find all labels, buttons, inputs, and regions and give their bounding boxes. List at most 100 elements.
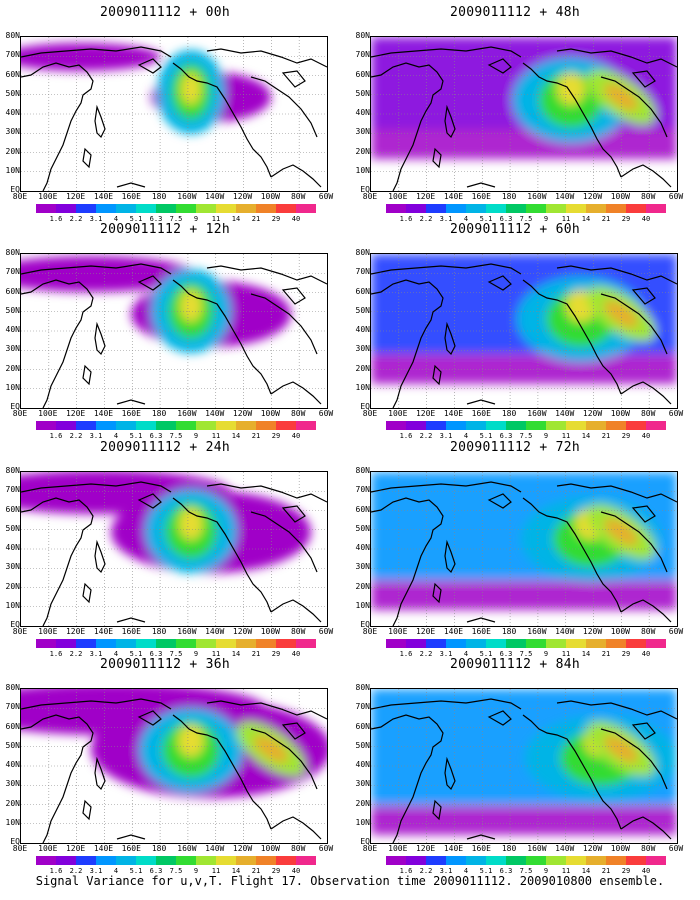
lon-label: 140E bbox=[443, 627, 464, 636]
colorbar-label: 7.5 bbox=[169, 867, 183, 875]
lon-label: 140W bbox=[555, 627, 575, 636]
colorbar-swatch bbox=[606, 639, 626, 648]
lat-label: 10N bbox=[355, 600, 370, 610]
lat-label: 30N bbox=[355, 562, 370, 572]
map-panel: 2009011112 + 48h 80N 70N 60N 50N 40N 30N 20N 10N… bbox=[350, 5, 684, 223]
colorbar-label: 9 bbox=[543, 432, 549, 440]
colorbar-label: 4 bbox=[113, 867, 119, 875]
lon-label: 60W bbox=[668, 627, 684, 636]
colorbar-swatch bbox=[586, 204, 606, 213]
colorbar-label: 14 bbox=[231, 432, 241, 440]
colorbar-swatch bbox=[546, 639, 566, 648]
lat-label: EQ bbox=[360, 620, 370, 629]
lat-label: 80N bbox=[5, 248, 20, 257]
colorbar-swatch bbox=[256, 421, 276, 430]
colorbar-label: 9 bbox=[193, 650, 199, 658]
lat-label: 40N bbox=[5, 325, 20, 334]
lat-label: 20N bbox=[5, 363, 20, 373]
colorbar-label: 14 bbox=[231, 215, 241, 223]
colorbar-swatch bbox=[236, 856, 256, 865]
colorbar-swatch bbox=[296, 856, 316, 865]
lat-label: 70N bbox=[5, 50, 20, 60]
colorbar-swatch bbox=[606, 421, 626, 430]
colorbar bbox=[36, 204, 316, 213]
colorbar-swatch bbox=[506, 856, 526, 865]
colorbar-swatch bbox=[626, 856, 646, 865]
colorbar-label: 11 bbox=[561, 650, 571, 658]
lat-label: EQ bbox=[10, 620, 20, 629]
lat-label: 60N bbox=[5, 504, 20, 514]
lat-label: 70N bbox=[5, 485, 20, 495]
lat-label: 50N bbox=[355, 740, 370, 750]
colorbar-swatch bbox=[236, 204, 256, 213]
lon-label: 80E bbox=[12, 192, 28, 201]
colorbar-label: 5.1 bbox=[479, 215, 493, 223]
lon-label: 120E bbox=[415, 844, 436, 853]
lat-label: EQ bbox=[360, 185, 370, 194]
map-panel: 2009011112 + 60h 80N 70N 60N 50N 40N 30N 20N 10N… bbox=[350, 222, 684, 440]
panel-title: 2009011112 + 36h bbox=[99, 657, 231, 672]
lat-label: 80N bbox=[355, 683, 370, 692]
lat-label: 20N bbox=[5, 581, 20, 591]
colorbar-swatch bbox=[586, 421, 606, 430]
colorbar-swatch bbox=[76, 421, 96, 430]
lat-label: 60N bbox=[355, 69, 370, 79]
lon-label: 80W bbox=[290, 409, 306, 418]
lat-label: 50N bbox=[5, 740, 20, 750]
colorbar-swatch bbox=[216, 204, 236, 213]
lat-label: EQ bbox=[10, 185, 20, 194]
lon-label: 100W bbox=[610, 627, 630, 636]
lon-label: 120W bbox=[232, 192, 253, 201]
colorbar-label: 11 bbox=[561, 432, 571, 440]
lat-label: 40N bbox=[5, 760, 20, 769]
colorbar-label: 40 bbox=[641, 432, 651, 440]
lon-label: 120E bbox=[65, 409, 86, 418]
panel-title: 2009011112 + 72h bbox=[449, 440, 581, 455]
lat-label: 70N bbox=[355, 267, 370, 277]
lon-label: 60W bbox=[318, 844, 334, 853]
lon-label: 180 bbox=[151, 409, 167, 418]
variance-map bbox=[370, 36, 678, 192]
colorbar-label: 11 bbox=[211, 432, 221, 440]
lon-label: 100W bbox=[260, 409, 280, 418]
lon-label: 120E bbox=[65, 627, 86, 636]
colorbar-label: 4 bbox=[113, 432, 119, 440]
lon-label: 80E bbox=[362, 844, 378, 853]
colorbar-swatch bbox=[196, 204, 216, 213]
colorbar-label: 5.1 bbox=[129, 650, 143, 658]
colorbar-label: 5.1 bbox=[129, 432, 143, 440]
colorbar-swatch bbox=[386, 639, 406, 648]
colorbar-label: 11 bbox=[561, 867, 571, 875]
colorbar-swatch bbox=[646, 856, 666, 865]
lon-label: 100W bbox=[260, 844, 280, 853]
lon-label: 80E bbox=[12, 627, 28, 636]
lon-label: 80E bbox=[12, 409, 28, 418]
colorbar-label: 6.3 bbox=[499, 215, 513, 223]
lon-label: 120W bbox=[232, 844, 253, 853]
colorbar-swatch bbox=[76, 639, 96, 648]
colorbar-swatch bbox=[96, 204, 116, 213]
lon-label: 160W bbox=[177, 409, 197, 418]
colorbar-swatch bbox=[256, 204, 276, 213]
colorbar-swatch bbox=[486, 639, 506, 648]
lon-label: 140W bbox=[555, 409, 575, 418]
colorbar-label: 3.1 bbox=[439, 215, 453, 223]
colorbar-swatch bbox=[426, 421, 446, 430]
colorbar-label: 5.1 bbox=[129, 215, 143, 223]
colorbar-label: 4 bbox=[463, 432, 469, 440]
colorbar-label: 5.1 bbox=[479, 650, 493, 658]
colorbar-swatch bbox=[156, 421, 176, 430]
panel-title: 2009011112 + 12h bbox=[99, 222, 231, 237]
colorbar-swatch bbox=[526, 421, 546, 430]
colorbar-label: 1.6 bbox=[49, 215, 63, 223]
lat-label: 40N bbox=[355, 325, 370, 334]
colorbar-label: 5.1 bbox=[129, 867, 143, 875]
colorbar-label: 21 bbox=[251, 650, 261, 658]
colorbar-label: 3.1 bbox=[89, 215, 103, 223]
lon-label: 120E bbox=[65, 192, 86, 201]
colorbar-label: 3.1 bbox=[439, 867, 453, 875]
lon-label: 80E bbox=[362, 627, 378, 636]
colorbar-swatch bbox=[446, 204, 466, 213]
lat-label: 50N bbox=[355, 305, 370, 315]
lon-label: 80W bbox=[640, 627, 656, 636]
